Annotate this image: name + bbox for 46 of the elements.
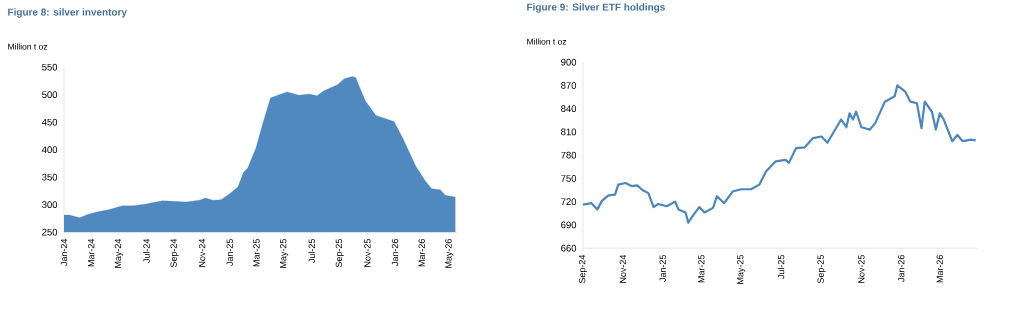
chart-title: Figure 9: Silver ETF holdings [527, 3, 665, 13]
x-tick-label: Jan-25 [659, 254, 666, 282]
x-tick-label: Mar-24 [87, 238, 95, 267]
x-tick-label: Jan-26 [391, 238, 399, 266]
y-tick-label: 900 [561, 58, 577, 66]
x-tick-label: Mar-25 [253, 238, 260, 267]
x-tick-label: Mar-25 [698, 254, 705, 283]
y-tick-label: 250 [42, 228, 58, 236]
x-tick-label: Nov-25 [364, 238, 371, 267]
x-tick-label: Mar-26 [936, 254, 943, 283]
y-tick-label: 870 [561, 81, 577, 89]
y-tick-label: 350 [42, 173, 58, 181]
y-tick-label: 550 [42, 63, 58, 71]
x-tick-label: Nov-24 [198, 238, 206, 267]
y-axis-title: Million t oz [8, 43, 48, 50]
x-tick-label: Nov-24 [619, 254, 627, 283]
y-tick-label: 400 [41, 146, 58, 153]
y-tick-label: 780 [561, 151, 577, 159]
x-tick-label: Sep-24 [578, 254, 588, 284]
chart-title: Figure 8: silver inventory [8, 8, 127, 18]
y-tick-label: 450 [41, 118, 58, 126]
x-tick-label: Sep-24 [170, 238, 179, 268]
x-tick-label: Jul-25 [308, 238, 315, 263]
x-tick-label: Nov-25 [858, 254, 865, 283]
x-tick-label: May-26 [445, 238, 454, 268]
x-tick-label: Jul-25 [777, 254, 785, 279]
y-tick-label: 300 [42, 201, 58, 208]
y-tick-label: 750 [561, 174, 577, 182]
x-tick-label: May-25 [737, 254, 746, 284]
y-tick-label: 720 [561, 198, 577, 205]
y-tick-label: 840 [561, 105, 577, 112]
x-tick-label: Jan-24 [60, 238, 68, 266]
line-series [583, 84, 977, 224]
y-tick-label: 810 [561, 128, 577, 136]
x-tick-label: Sep-25 [335, 238, 344, 268]
x-tick-label: Jul-24 [143, 238, 150, 263]
x-tick-label: Mar-26 [418, 238, 425, 267]
x-tick-label: May-24 [114, 238, 123, 268]
x-tick-label: Jan-25 [226, 238, 233, 266]
y-tick-label: 660 [561, 244, 577, 252]
x-tick-label: Sep-25 [817, 254, 826, 284]
y-axis-title: Million t oz [527, 38, 567, 45]
x-tick-label: May-25 [279, 238, 289, 268]
y-tick-label: 690 [561, 221, 577, 229]
x-tick-label: Jan-26 [898, 254, 905, 282]
y-tick-label: 500 [42, 91, 58, 98]
